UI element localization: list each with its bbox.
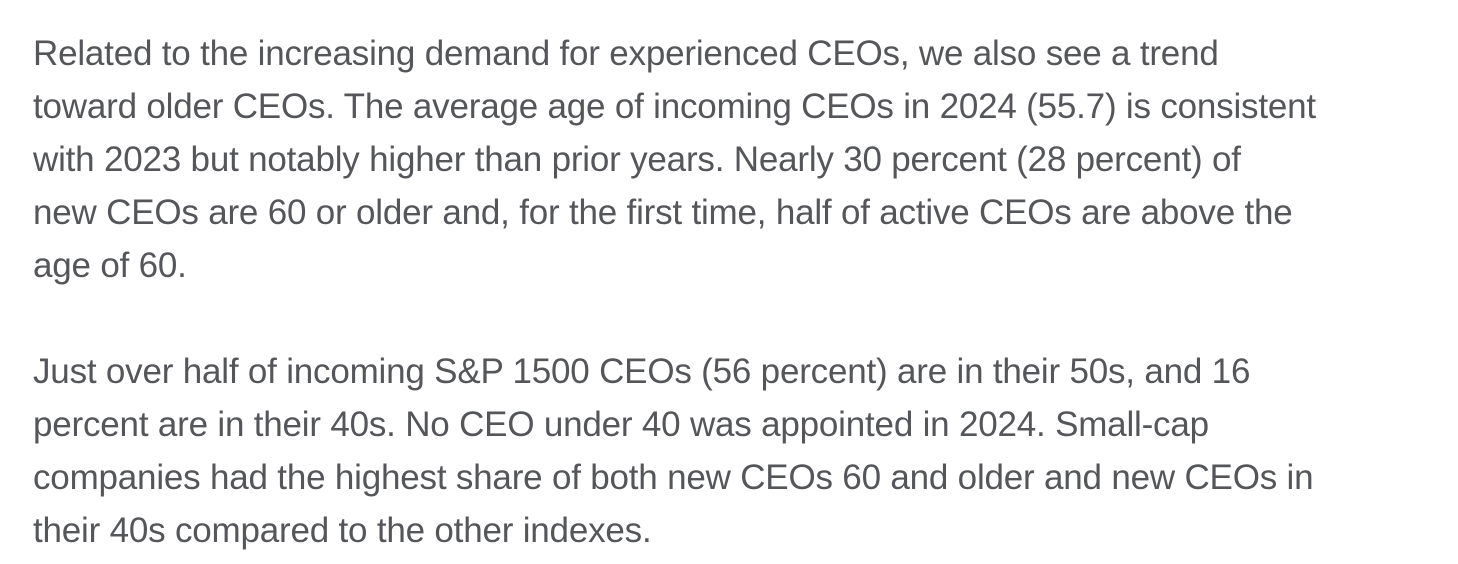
paragraph-ceo-age-breakdown: Just over half of incoming S&P 1500 CEOs… <box>33 352 1314 550</box>
paragraph-ceo-age-trend: Related to the increasing demand for exp… <box>33 34 1316 285</box>
